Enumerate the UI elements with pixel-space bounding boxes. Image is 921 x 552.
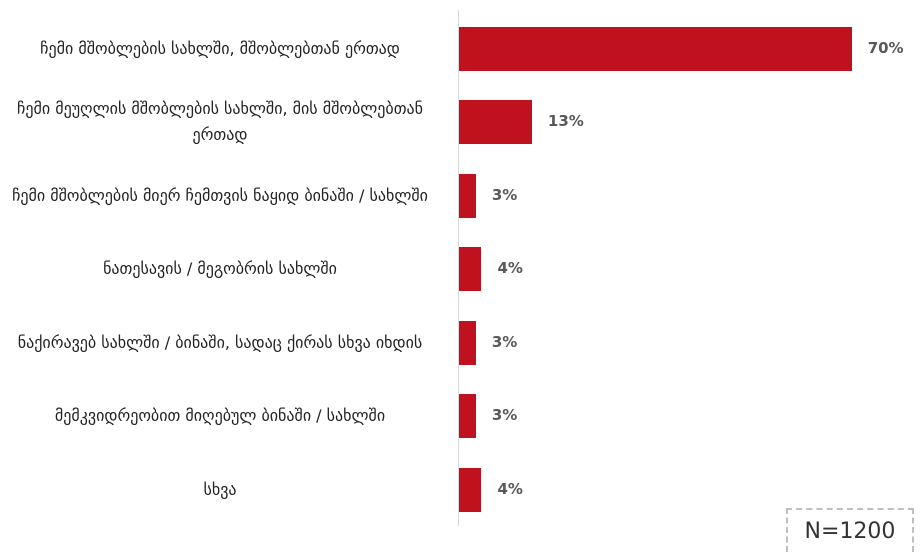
category-label: ჩემი მეუღლის მშობლების სახლში, მის მშობლ… [17, 99, 423, 145]
category-label: ჩემი მშობლების მიერ ჩემთვის ნაყიდ ბინაში… [12, 185, 428, 205]
axis-line [458, 10, 459, 526]
annotation: N=1200 [786, 508, 914, 552]
bar [459, 173, 476, 218]
bar [459, 100, 532, 145]
value-label: 3% [491, 332, 518, 351]
value-label: 3% [491, 406, 518, 425]
category-label: მემკვიდრეობით მიღებულ ბინაში / სახლში [54, 406, 386, 426]
category-label: ჩემი მშობლების სახლში, მშობლებთან ერთად [40, 38, 400, 58]
bar [459, 467, 482, 512]
value-label: 4% [497, 479, 523, 498]
bar [459, 394, 476, 439]
value-label: 4% [497, 259, 523, 278]
value-label: 3% [491, 185, 518, 204]
bar [459, 320, 476, 365]
category-label: ნათესავის / მეგობრის სახლში [103, 259, 337, 279]
value-label: 13% [547, 112, 584, 131]
value-label: 70% [867, 38, 904, 57]
category-label: სხვა [203, 479, 237, 499]
bar [459, 247, 482, 292]
category-label: ნაქირავებ სახლში / ბინაში, სადაც ქირას ს… [17, 332, 423, 352]
bar [459, 26, 852, 71]
